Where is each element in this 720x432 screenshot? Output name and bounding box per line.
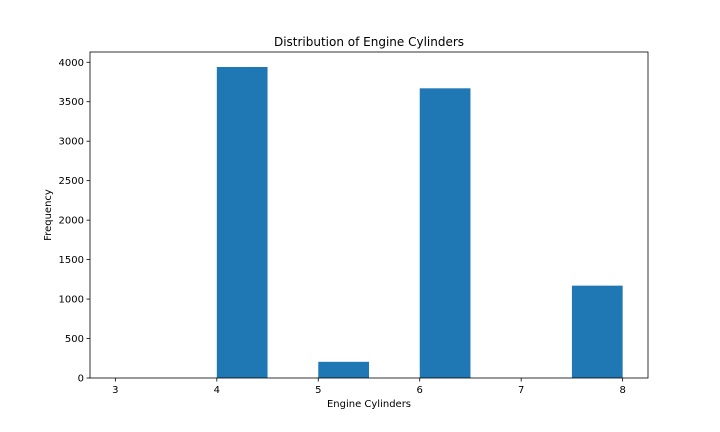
y-tick-label-6: 3000 [59, 137, 84, 148]
x-axis-label: Engine Cylinders [327, 399, 411, 410]
x-tick-label-1: 4 [214, 385, 220, 396]
y-tick-label-8: 4000 [59, 58, 84, 69]
y-tick-label-5: 2500 [59, 176, 84, 187]
bar-1 [318, 361, 369, 378]
bar-0 [216, 66, 268, 378]
bar-2 [419, 88, 471, 378]
x-tick-label-5: 8 [619, 385, 625, 396]
x-axis-ticks: 3 4 5 6 7 8 [112, 378, 626, 396]
y-tick-label-4: 2000 [59, 216, 84, 227]
x-tick-label-3: 6 [417, 385, 423, 396]
plot-area-frame [89, 51, 649, 379]
y-axis-ticks: 0 500 1000 1500 2000 2500 3000 3500 4000 [59, 58, 90, 385]
y-tick-label-2: 1000 [59, 295, 84, 306]
bar-3 [571, 285, 623, 378]
y-tick-label-1: 500 [65, 334, 84, 345]
y-tick-label-0: 0 [78, 374, 84, 385]
y-axis-label: Frequency [43, 189, 54, 241]
bars-group [216, 66, 623, 378]
chart-title: Distribution of Engine Cylinders [274, 35, 464, 49]
x-tick-label-4: 7 [518, 385, 524, 396]
x-tick-label-0: 3 [112, 385, 118, 396]
y-tick-label-3: 1500 [59, 255, 84, 266]
x-tick-label-2: 5 [315, 385, 321, 396]
y-tick-label-7: 3500 [59, 97, 84, 108]
